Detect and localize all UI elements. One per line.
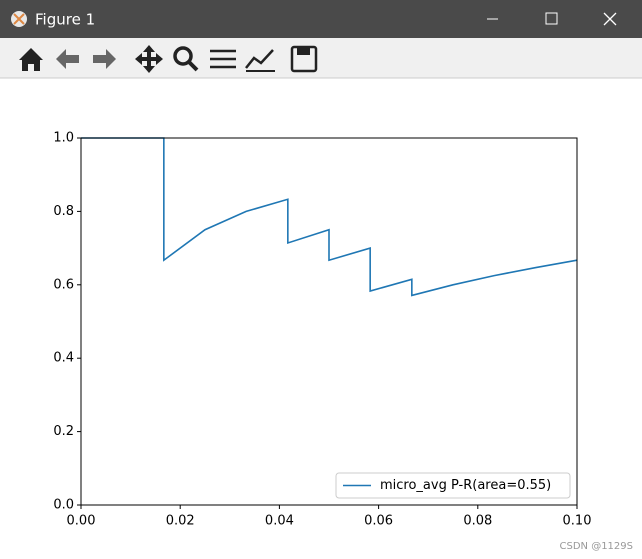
- y-tick-label: 0.0: [53, 498, 74, 513]
- y-tick-label: 0.8: [53, 204, 74, 219]
- zoom-button[interactable]: [173, 46, 193, 66]
- x-tick-label: 0.06: [364, 514, 393, 529]
- y-tick-label: 0.4: [53, 351, 74, 366]
- y-tick-label: 0.6: [53, 277, 74, 292]
- home-button[interactable]: [19, 48, 43, 71]
- legend-box: [335, 472, 571, 499]
- x-tick-label: 0.10: [563, 514, 592, 529]
- y-tick-label: 1.0: [53, 131, 74, 146]
- x-tick-label: 0.02: [166, 514, 195, 529]
- plot: 0.00 0.02 0.04 0.06 0.08 0.10 0.0 0.2 0.4 0.6 0.8 1…: [53, 131, 591, 529]
- edit-axes-button[interactable]: [245, 49, 274, 69]
- configure-button[interactable]: [210, 49, 236, 69]
- app-icon-mark: [13, 13, 25, 25]
- axes-frame: [80, 137, 578, 506]
- close-button[interactable]: [603, 12, 617, 26]
- x-tick-label: 0.00: [67, 514, 96, 529]
- legend-label: micro_avg P-R(area=0.55): [380, 478, 551, 493]
- y-tick-label: 0.2: [53, 424, 74, 439]
- save-icon-part: [297, 47, 310, 55]
- maximize-button[interactable]: [545, 12, 558, 25]
- title-bar: [0, 0, 642, 38]
- zoom-handle: [187, 60, 199, 72]
- x-tick-label: 0.08: [463, 514, 492, 529]
- watermark: CSDN @1129S: [560, 541, 634, 552]
- back-button[interactable]: [56, 49, 79, 69]
- series-line: [81, 137, 578, 297]
- pan-button[interactable]: [135, 45, 163, 73]
- window-title: Figure 1: [35, 11, 95, 29]
- forward-button[interactable]: [93, 49, 116, 69]
- x-tick-label: 0.04: [265, 514, 294, 529]
